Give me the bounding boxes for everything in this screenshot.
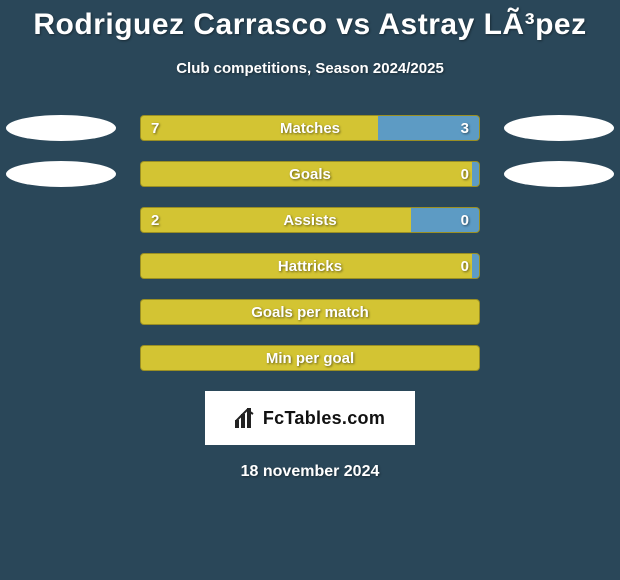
bar-left	[141, 254, 472, 278]
bar-chart-icon	[235, 408, 257, 428]
brand-text: FcTables.com	[263, 408, 385, 429]
bar-left	[141, 300, 479, 324]
comparison-chart: 7 Matches 3 Goals 0 2 Assists 0	[0, 115, 620, 371]
stat-right-value: 3	[461, 116, 469, 140]
page-subtitle: Club competitions, Season 2024/2025	[0, 60, 620, 77]
bar-right	[472, 254, 479, 278]
stat-row: Goals 0	[0, 161, 620, 187]
stat-row: 2 Assists 0	[0, 207, 620, 233]
bar-track: Min per goal	[140, 345, 480, 371]
stat-left-value: 7	[151, 116, 159, 140]
team-right-badge	[504, 161, 614, 187]
stat-left-value: 2	[151, 208, 159, 232]
bar-left	[141, 162, 472, 186]
bar-track: 7 Matches 3	[140, 115, 480, 141]
stat-row: Hattricks 0	[0, 253, 620, 279]
stat-row: 7 Matches 3	[0, 115, 620, 141]
stat-right-value: 0	[461, 162, 469, 186]
brand-box[interactable]: FcTables.com	[205, 391, 415, 445]
stat-row: Min per goal	[0, 345, 620, 371]
bar-track: Goals 0	[140, 161, 480, 187]
bar-track: 2 Assists 0	[140, 207, 480, 233]
bar-right	[472, 162, 479, 186]
stat-right-value: 0	[461, 208, 469, 232]
team-left-badge	[6, 161, 116, 187]
stat-row: Goals per match	[0, 299, 620, 325]
stat-right-value: 0	[461, 254, 469, 278]
footer-date: 18 november 2024	[0, 463, 620, 481]
bar-left	[141, 116, 378, 140]
bar-left	[141, 346, 479, 370]
bar-track: Goals per match	[140, 299, 480, 325]
bar-left	[141, 208, 411, 232]
team-right-badge	[504, 115, 614, 141]
bar-track: Hattricks 0	[140, 253, 480, 279]
page-title: Rodriguez Carrasco vs Astray LÃ³pez	[0, 0, 620, 42]
team-left-badge	[6, 115, 116, 141]
